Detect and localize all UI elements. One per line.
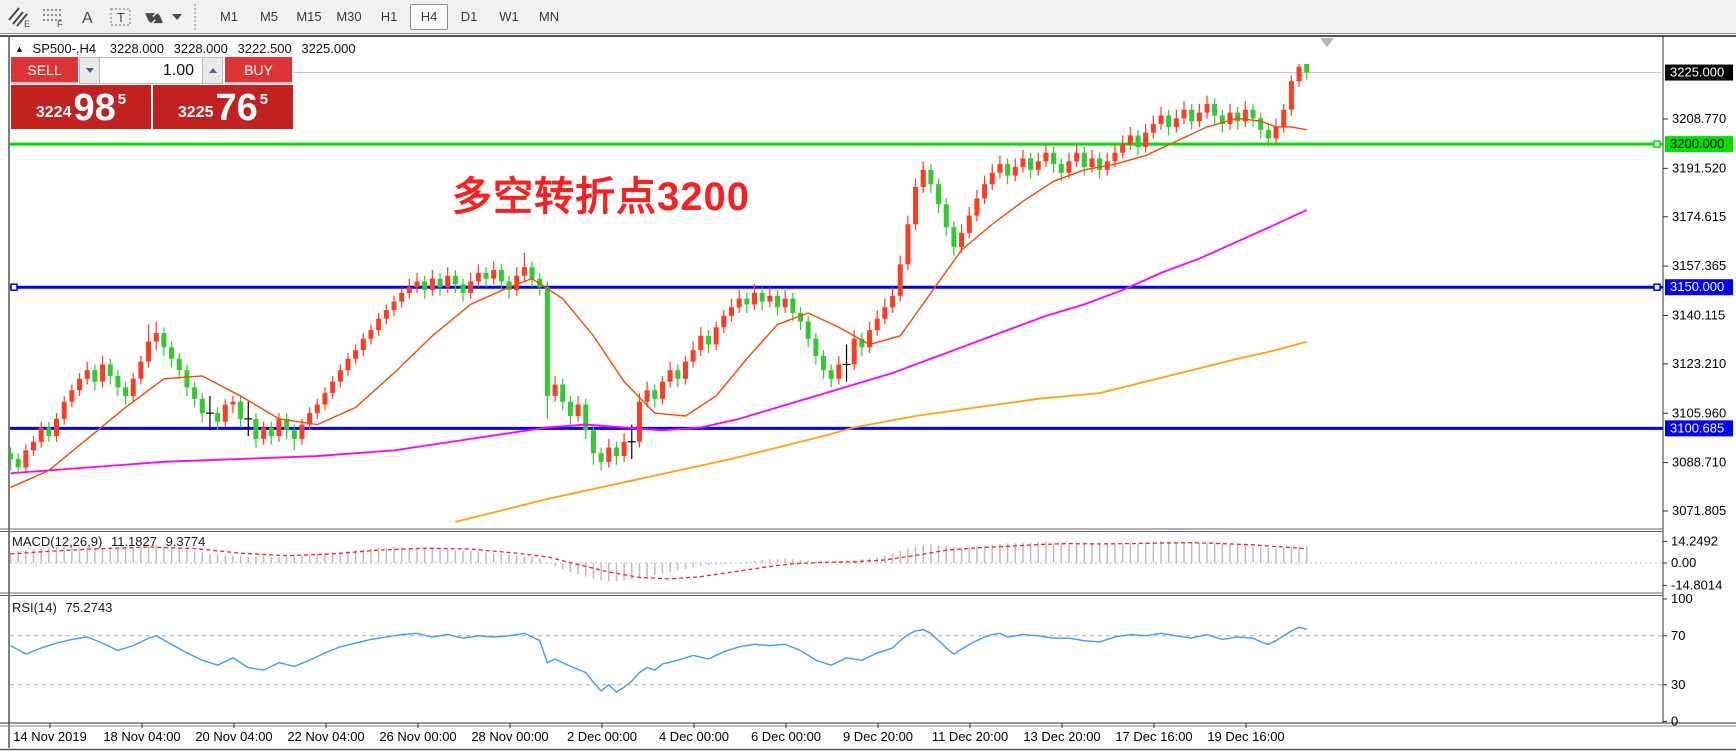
svg-text:9 Dec 20:00: 9 Dec 20:00	[843, 729, 913, 744]
symbol-name: SP500-,H4	[32, 41, 97, 56]
svg-text:A: A	[82, 10, 93, 27]
bar-open: 3228.000	[109, 41, 164, 56]
macd-signal-line	[10, 542, 1307, 580]
price-pane	[10, 63, 1663, 523]
svg-text:3100.685: 3100.685	[1670, 420, 1724, 435]
fibonacci-icon[interactable]: F	[38, 4, 68, 30]
rsi-line	[10, 626, 1307, 694]
svg-text:100: 100	[1671, 591, 1693, 606]
price-tag	[1665, 279, 1733, 296]
timeframe-button-m5[interactable]: M5	[259, 9, 279, 24]
one-click-trading-panel: SELL 1.00 BUY 3224 98 5 3225 76 5	[11, 57, 293, 129]
price-tag	[1665, 136, 1733, 153]
svg-text:3225.000: 3225.000	[1670, 65, 1724, 80]
ma-slow-line	[455, 340, 1307, 523]
arrows-dropdown-caret-icon[interactable]	[170, 4, 184, 30]
chart-text-annotation: 多空转折点3200	[452, 175, 750, 219]
ma-fast-line	[10, 117, 1307, 489]
svg-text:11 Dec 20:00: 11 Dec 20:00	[932, 729, 1008, 744]
bid-price-sup: 5	[117, 91, 127, 108]
timeframe-button-m30[interactable]: M30	[336, 9, 362, 24]
svg-text:3140.115: 3140.115	[1672, 307, 1725, 322]
buy-button[interactable]: BUY	[225, 57, 292, 84]
time-axis[interactable]: 14 Nov 2019 18 Nov 04:00 20 Nov 04:00 22 No…	[13, 723, 1285, 744]
chart-shift-marker-icon[interactable]	[1320, 38, 1334, 47]
svg-text:-14.8014: -14.8014	[1671, 577, 1722, 592]
bid-price-prefix: 3224	[35, 104, 72, 121]
svg-text:E: E	[24, 19, 30, 28]
svg-text:14.2492: 14.2492	[1671, 533, 1718, 548]
svg-text:3157.365: 3157.365	[1672, 258, 1726, 273]
svg-text:17 Dec 16:00: 17 Dec 16:00	[1115, 729, 1192, 744]
price-tag	[1665, 64, 1733, 81]
ask-price-sup: 5	[259, 91, 269, 108]
timeframe-button-mn[interactable]: MN	[538, 9, 560, 24]
bar-close: 3225.000	[301, 41, 356, 56]
arrows-icon[interactable]	[140, 4, 170, 30]
svg-text:3071.805: 3071.805	[1672, 503, 1726, 518]
svg-text:6 Dec 00:00: 6 Dec 00:00	[751, 729, 821, 744]
bid-price-display[interactable]: 3224 98 5	[11, 85, 151, 129]
volume-decrease-button[interactable]	[79, 57, 100, 84]
svg-text:T: T	[117, 10, 125, 25]
svg-text:14 Nov 2019: 14 Nov 2019	[13, 729, 87, 744]
ma-mid-line	[10, 209, 1308, 475]
svg-text:3208.770: 3208.770	[1672, 111, 1726, 126]
svg-text:0: 0	[1671, 714, 1678, 729]
bar-low: 3222.500	[237, 41, 292, 56]
macd-indicator-label: MACD(12,26,9) 11.1827 9.3774	[12, 534, 206, 549]
rsi-indicator-label: RSI(14) 75.2743	[12, 600, 113, 615]
svg-text:3174.615: 3174.615	[1672, 209, 1726, 224]
svg-text:13 Dec 20:00: 13 Dec 20:00	[1023, 729, 1100, 744]
svg-text:2 Dec 00:00: 2 Dec 00:00	[567, 729, 637, 744]
price-tag	[1665, 420, 1733, 437]
toolbar-separator	[194, 3, 203, 30]
svg-text:3191.520: 3191.520	[1672, 160, 1726, 175]
chart-title: ▲ SP500-,H4 3228.000 3228.000 3222.500 3…	[15, 41, 356, 56]
bid-price-big: 98	[73, 87, 116, 129]
timeframe-button-m15[interactable]: M15	[296, 9, 322, 24]
svg-text:26 Nov 00:00: 26 Nov 00:00	[379, 729, 456, 744]
timeframe-buttons: M1 M5 M15 M30 H1 H4 D1 W1 MN	[209, 3, 569, 30]
svg-text:F: F	[57, 19, 63, 28]
bar-high: 3228.000	[173, 41, 228, 56]
price-axis[interactable]: 3208.770 3191.520 3174.615 3157.365 3140.115…	[1663, 64, 1733, 729]
svg-text:22 Nov 04:00: 22 Nov 04:00	[287, 729, 364, 744]
text-icon[interactable]: A	[72, 4, 102, 30]
svg-text:19 Dec 16:00: 19 Dec 16:00	[1207, 729, 1284, 744]
svg-text:4 Dec 00:00: 4 Dec 00:00	[659, 729, 729, 744]
svg-text:3105.960: 3105.960	[1672, 405, 1726, 420]
svg-text:3123.210: 3123.210	[1672, 356, 1726, 371]
equidistant-channel-icon[interactable]: E	[4, 4, 34, 30]
volume-increase-button[interactable]	[202, 57, 223, 84]
svg-text:3088.710: 3088.710	[1672, 455, 1726, 470]
svg-text:3200.000: 3200.000	[1670, 136, 1724, 151]
macd-pane	[10, 541, 1663, 582]
svg-text:20 Nov 04:00: 20 Nov 04:00	[195, 729, 272, 744]
svg-text:70: 70	[1671, 628, 1685, 643]
timeframe-button-w1[interactable]: W1	[499, 9, 519, 24]
label-icon[interactable]: T	[106, 4, 136, 30]
chart-toolbar: E F A T	[0, 0, 1736, 34]
svg-text:0.00: 0.00	[1671, 555, 1696, 570]
timeframe-button-h4[interactable]: H4	[410, 3, 448, 30]
sell-button[interactable]: SELL	[11, 57, 78, 84]
rsi-pane	[10, 626, 1663, 694]
ask-price-big: 76	[215, 87, 258, 129]
svg-text:30: 30	[1671, 677, 1685, 692]
volume-input[interactable]: 1.00	[100, 57, 202, 84]
svg-text:18 Nov 04:00: 18 Nov 04:00	[103, 729, 180, 744]
svg-text:3150.000: 3150.000	[1670, 279, 1724, 294]
symbol-marker-icon: ▲	[15, 44, 24, 54]
ask-price-display[interactable]: 3225 76 5	[153, 85, 293, 129]
candlestick-series	[10, 63, 1310, 474]
timeframe-button-m1[interactable]: M1	[219, 9, 239, 24]
svg-text:28 Nov 00:00: 28 Nov 00:00	[471, 729, 548, 744]
ask-price-prefix: 3225	[177, 104, 214, 121]
timeframe-button-d1[interactable]: D1	[460, 9, 478, 24]
timeframe-button-h1[interactable]: H1	[380, 9, 398, 24]
